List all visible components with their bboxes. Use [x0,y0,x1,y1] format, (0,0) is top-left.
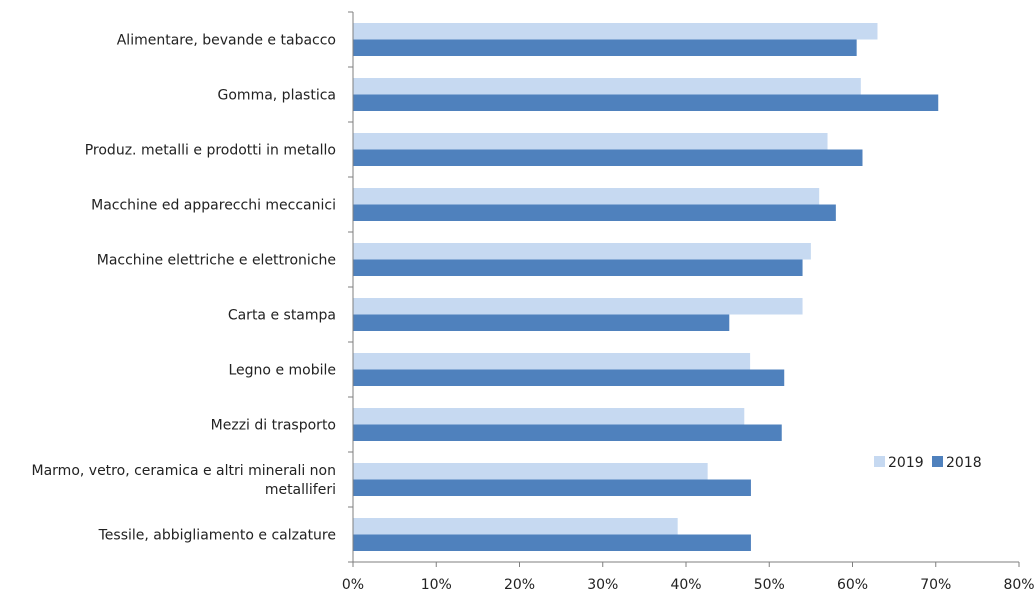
bar-2018-6 [353,369,785,386]
bar-2019-3 [353,188,820,205]
x-tick-label-5: 50% [754,577,785,593]
bar-2019-8 [353,463,708,480]
bar-2019-1 [353,78,861,95]
legend: 2019 2018 [874,455,982,471]
bar-2018-2 [353,149,863,166]
legend-swatch-2019 [874,456,885,467]
x-tick-label-3: 30% [587,577,618,593]
bar-2018-3 [353,204,836,221]
x-tick-label-4: 40% [670,577,701,593]
legend-label-2019: 2019 [888,455,924,471]
category-label-7: Mezzi di trasporto [211,418,336,434]
x-tick-label-1: 10% [421,577,452,593]
category-label-2: Produz. metalli e prodotti in metallo [85,143,336,159]
bar-2018-0 [353,39,857,56]
bar-2018-8 [353,479,751,496]
category-label-5: Carta e stampa [228,308,336,324]
x-tick-label-2: 20% [504,577,535,593]
bar-2019-7 [353,408,745,425]
category-label-4: Macchine elettriche e elettroniche [97,253,336,269]
x-tick-label-0: 0% [342,577,364,593]
category-label-0: Alimentare, bevande e tabacco [117,33,336,49]
bars-group [353,23,939,551]
x-tick-label-7: 70% [920,577,951,593]
bar-2019-5 [353,298,803,315]
bar-2019-2 [353,133,828,150]
x-tick-label-6: 60% [837,577,868,593]
category-label-3: Macchine ed apparecchi meccanici [91,198,336,214]
x-tick-label-8: 80% [1003,577,1034,593]
category-label-6: Legno e mobile [229,363,337,379]
bar-2019-0 [353,23,878,40]
bar-2018-1 [353,94,939,111]
bar-2019-6 [353,353,751,370]
legend-label-2018: 2018 [946,455,982,471]
bar-2018-4 [353,259,803,276]
category-label-1: Gomma, plastica [218,88,336,104]
bar-2019-4 [353,243,811,260]
bar-2018-5 [353,314,730,331]
x-axis-ticks: 0% 10% 20% 30% 40% 50% 60% 70% 80% [342,562,1035,593]
bar-2018-7 [353,424,782,441]
axes [348,11,1019,563]
category-labels: Alimentare, bevande e tabacco Gomma, plas… [32,33,336,544]
bar-2018-9 [353,534,751,551]
category-label-8: Marmo, vetro, ceramica e altri minerali … [32,463,336,498]
legend-swatch-2018 [932,456,943,467]
bar-2019-9 [353,518,678,535]
category-label-9: Tessile, abbigliamento e calzature [98,528,336,544]
